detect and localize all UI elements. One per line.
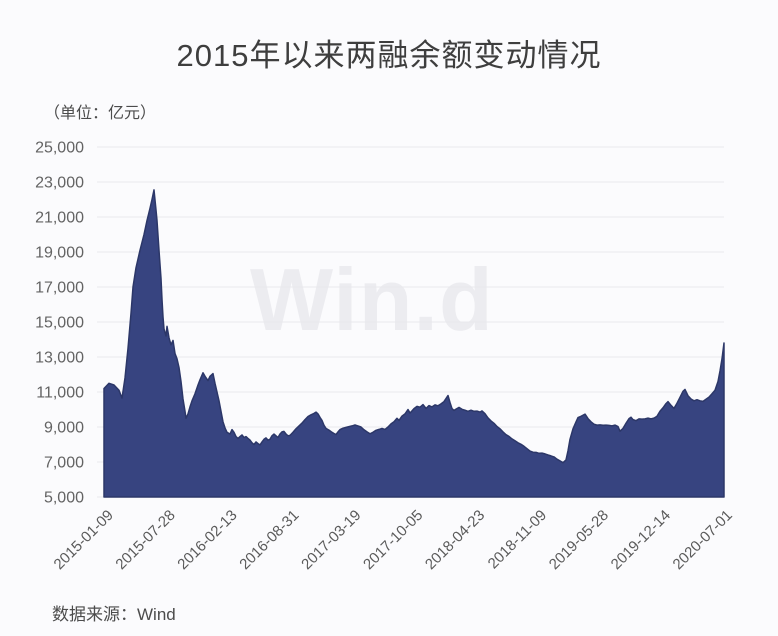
- y-axis-tick-label: 11,000: [36, 385, 84, 402]
- x-axis-tick: 2015-07-28: [112, 507, 178, 573]
- x-axis-tick-label: 2017-03-19: [298, 507, 364, 573]
- x-axis-tick: 2018-04-23: [422, 507, 488, 573]
- y-axis-tick-label: 9,000: [44, 420, 84, 437]
- x-axis-tick-label: 2015-07-28: [112, 507, 178, 573]
- x-axis-tick: 2018-11-09: [485, 507, 550, 572]
- y-axis-tick-label: 5,000: [44, 490, 84, 507]
- y-axis-tick-label: 21,000: [35, 210, 84, 227]
- y-axis-tick-label: 7,000: [44, 455, 84, 472]
- page-title: 2015年以来两融余额变动情况: [176, 38, 602, 73]
- area-series: [103, 189, 725, 498]
- x-axis-tick: 2017-10-05: [360, 507, 426, 573]
- x-axis-tick-label: 2019-05-28: [546, 507, 612, 573]
- unit-label: （单位：亿元）: [44, 105, 157, 122]
- x-axis-tick-label: 2016-08-31: [236, 507, 302, 573]
- x-axis-tick: 2015-01-09: [51, 507, 117, 573]
- x-axis-tick: 2016-02-13: [174, 507, 240, 573]
- x-axis-tick-label: 2018-11-09: [485, 507, 550, 572]
- x-axis-tick: 2020-07-01: [670, 507, 736, 573]
- x-axis-tick-label: 2017-10-05: [360, 507, 426, 573]
- x-axis-tick-label: 2020-07-01: [670, 507, 736, 573]
- y-axis-tick-label: 23,000: [35, 175, 84, 192]
- y-axis-tick-label: 17,000: [35, 280, 84, 297]
- wind-watermark: Win.d: [250, 250, 494, 349]
- y-axis-tick-label: 19,000: [35, 245, 84, 262]
- x-axis-tick-label: 2019-12-14: [608, 507, 674, 573]
- y-axis-tick-label: 15,000: [35, 315, 84, 332]
- x-axis-tick: 2017-03-19: [298, 507, 364, 573]
- x-axis-tick-label: 2016-02-13: [174, 507, 240, 573]
- y-axis-tick-label: 25,000: [35, 140, 84, 157]
- x-axis-tick: 2016-08-31: [236, 507, 302, 573]
- x-axis-tick-label: 2018-04-23: [422, 507, 488, 573]
- x-axis-tick: 2019-05-28: [546, 507, 612, 573]
- x-axis-tick-label: 2015-01-09: [51, 507, 117, 573]
- y-axis-tick-label: 13,000: [35, 350, 84, 367]
- data-source-label: 数据来源：Wind: [52, 605, 176, 624]
- x-axis-tick: 2019-12-14: [608, 507, 674, 573]
